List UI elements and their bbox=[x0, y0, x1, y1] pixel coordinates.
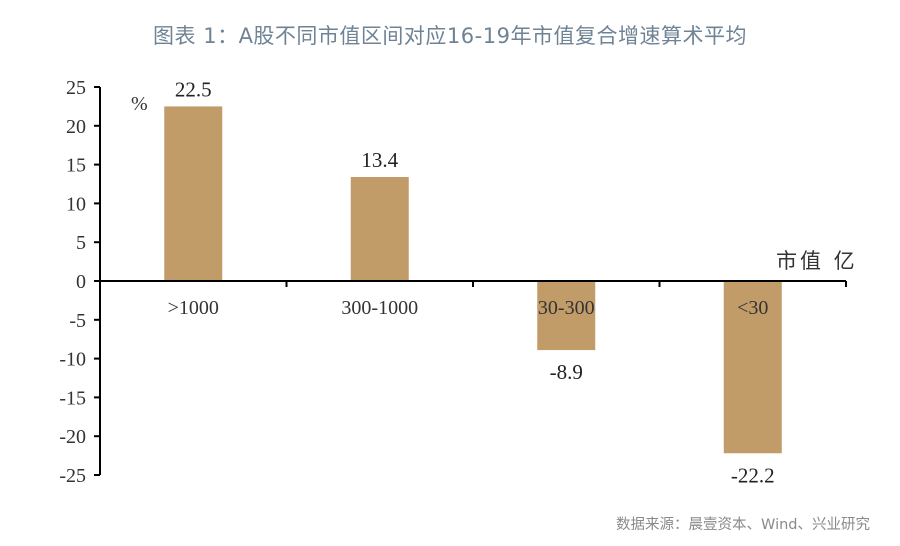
y-tick-label: -5 bbox=[69, 310, 86, 332]
bar bbox=[537, 281, 596, 351]
data-source-note: 数据来源：晨壹资本、Wind、兴业研究 bbox=[616, 517, 870, 533]
y-tick-label: 15 bbox=[66, 155, 86, 177]
bar-value-label: 13.4 bbox=[361, 148, 398, 172]
y-tick-label: -15 bbox=[59, 387, 86, 409]
bar bbox=[350, 177, 409, 281]
bar bbox=[723, 281, 782, 454]
x-category-label: <30 bbox=[737, 297, 768, 319]
bars: 22.5 13.4 -8.9 -22.2 bbox=[164, 77, 782, 487]
x-category-label: >1000 bbox=[168, 297, 219, 319]
y-axis-unit-label: % bbox=[131, 93, 148, 115]
bar-value-label: 22.5 bbox=[175, 77, 212, 101]
x-axis: >1000 300-1000 30-300 <30 bbox=[100, 280, 847, 319]
y-tick-label: 5 bbox=[76, 232, 86, 254]
y-tick-label: -25 bbox=[59, 465, 86, 487]
x-category-label: 30-300 bbox=[538, 297, 595, 319]
x-category-label: 300-1000 bbox=[341, 297, 418, 319]
bar bbox=[164, 106, 223, 282]
y-tick-label: 25 bbox=[66, 77, 86, 99]
y-tick-label: 0 bbox=[76, 271, 86, 293]
y-tick-label: 10 bbox=[66, 193, 86, 215]
y-axis: 25 20 15 10 5 0 -5 -10 -15 -20 -25 bbox=[59, 77, 101, 487]
bar-value-label: -22.2 bbox=[731, 463, 775, 487]
y-tick-label: -20 bbox=[59, 426, 86, 448]
x-axis-unit-label: 市值 亿 bbox=[776, 249, 858, 273]
bar-value-label: -8.9 bbox=[550, 360, 583, 384]
y-tick-label: -10 bbox=[59, 349, 86, 371]
y-tick-label: 20 bbox=[66, 116, 86, 138]
chart-title: 图表 1：A股不同市值区间对应16-19年市值复合增速算术平均 bbox=[153, 24, 747, 48]
